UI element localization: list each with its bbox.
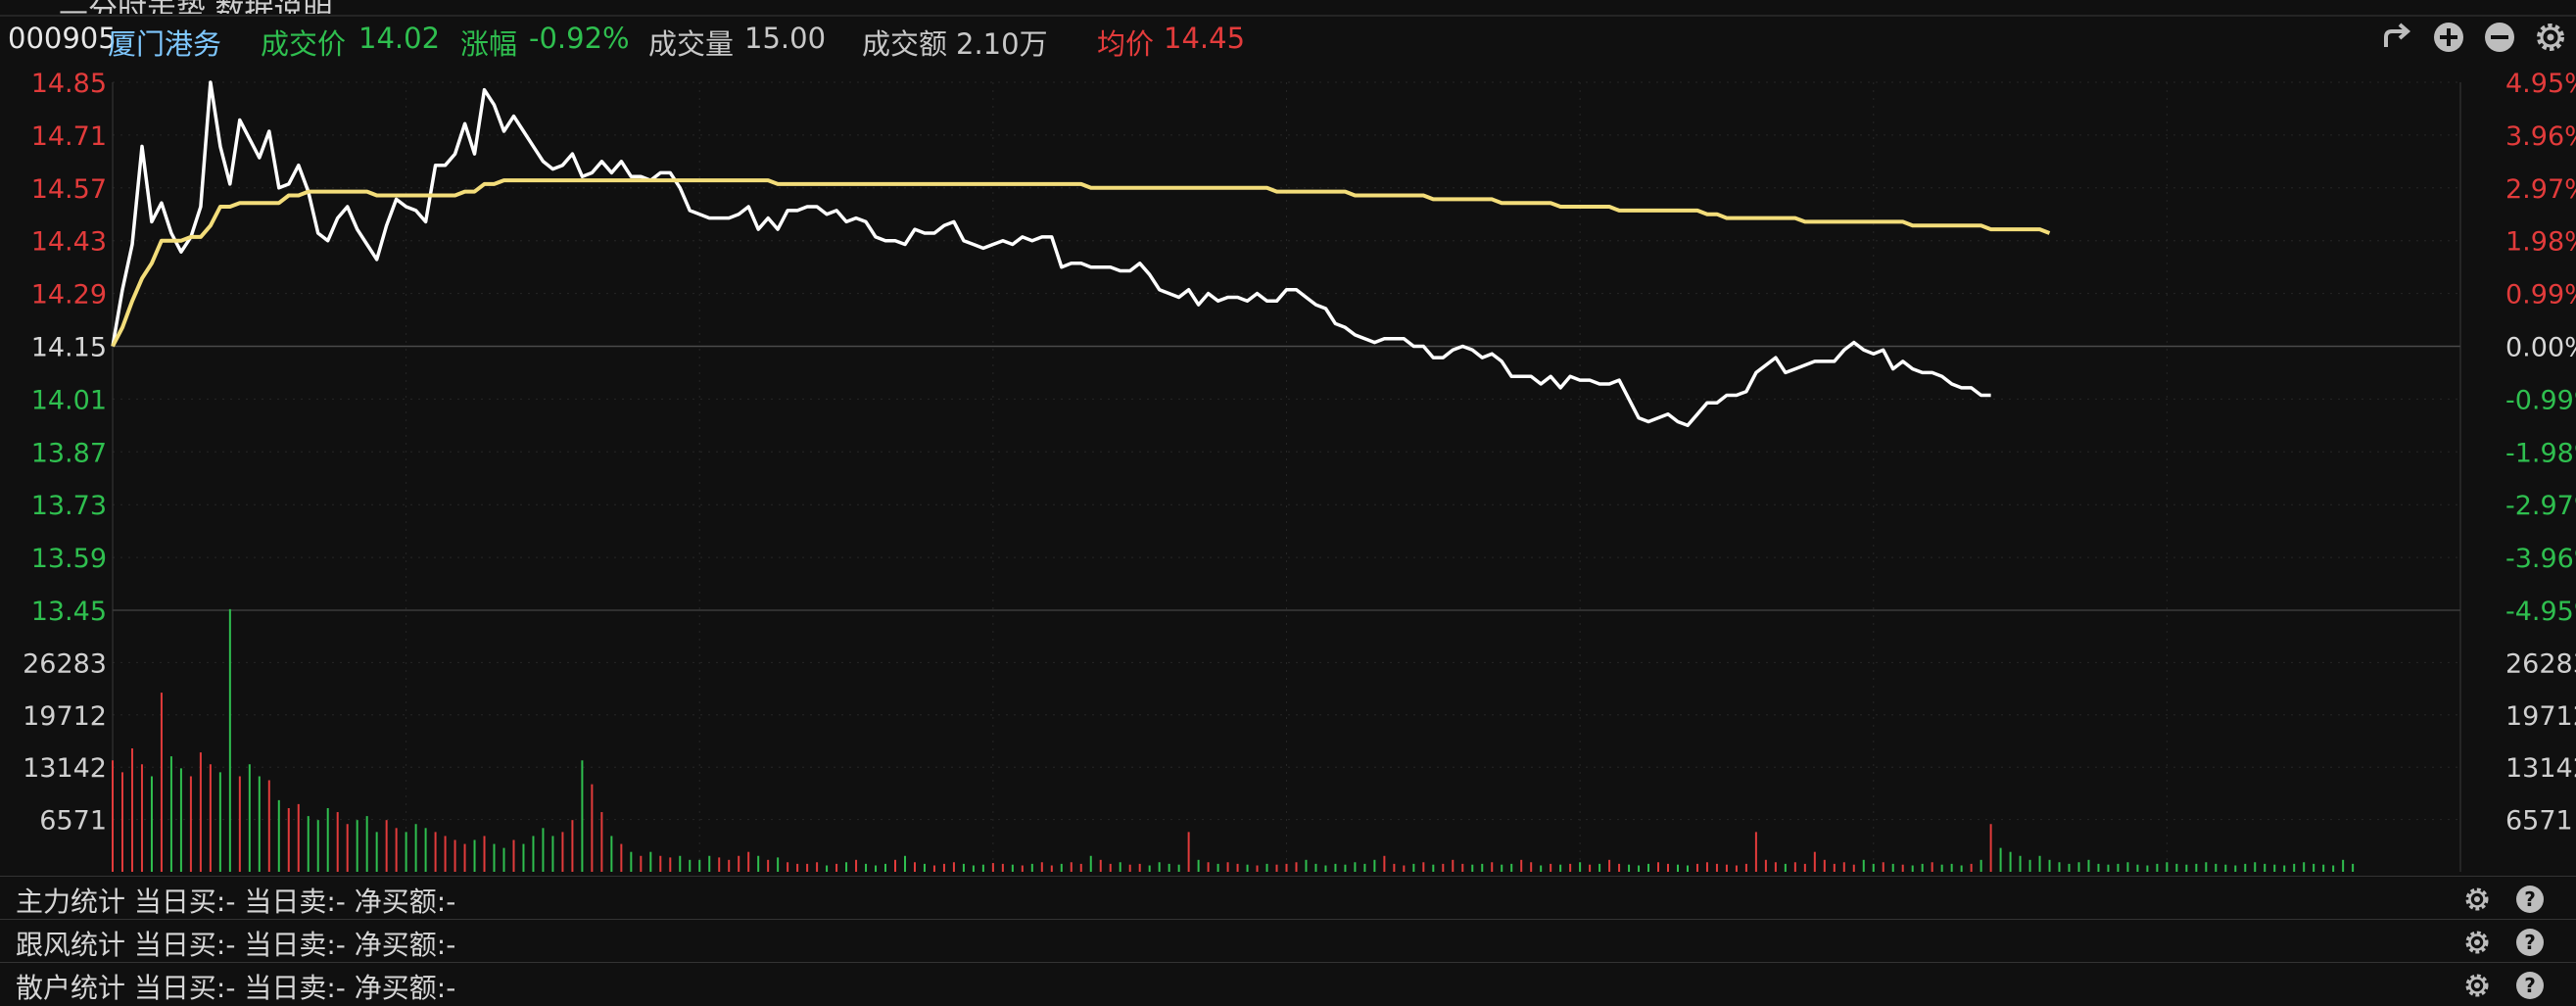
- volume-bars: [112, 608, 2355, 872]
- stats-row: 主力统计 当日买:- 当日卖:- 净买额:-?: [0, 876, 2576, 918]
- percent-tick-label: -1.98%: [2505, 438, 2576, 468]
- average-price-line: [111, 178, 2051, 348]
- change-value: -0.92%: [529, 22, 630, 55]
- percent-tick-label: -0.99%: [2505, 385, 2576, 415]
- price-tick-label: 14.71: [31, 121, 107, 152]
- stats-row-label: 主力统计 当日买:- 当日卖:- 净买额:-: [16, 886, 456, 918]
- stats-row-label: 跟风统计 当日买:- 当日卖:- 净买额:-: [16, 929, 456, 961]
- price-label: 成交价: [261, 27, 347, 61]
- price-value: 14.02: [358, 22, 441, 55]
- svg-text:?: ?: [2524, 887, 2536, 911]
- amount-label: 成交额: [862, 27, 948, 61]
- percent-tick-label: 0.99%: [2505, 280, 2576, 311]
- settings-icon[interactable]: [2460, 926, 2494, 959]
- percent-tick-label: -4.95%: [2505, 597, 2576, 627]
- help-icon[interactable]: ?: [2513, 969, 2547, 1002]
- svg-text:?: ?: [2524, 931, 2536, 954]
- settings-icon[interactable]: [2460, 883, 2494, 916]
- price-tick-label: 14.01: [31, 385, 107, 415]
- volume-tick-label: 19712: [2505, 701, 2576, 732]
- price-tick-label: 13.45: [31, 597, 107, 627]
- volume-tick-label: 26283: [23, 648, 107, 679]
- price-tick-label: 13.87: [31, 438, 107, 468]
- price-line: [111, 80, 1991, 428]
- volume-tick-label: 13142: [2505, 753, 2576, 784]
- price-tick-label: 14.57: [31, 174, 107, 205]
- percent-tick-label: -3.96%: [2505, 544, 2576, 574]
- percent-tick-label: 0.00%: [2505, 333, 2576, 363]
- volume-tick-label: 26283: [2505, 648, 2576, 679]
- price-lines: [111, 80, 2051, 428]
- help-icon[interactable]: ?: [2513, 926, 2547, 959]
- volume-tick-label: 13142: [23, 753, 107, 784]
- svg-text:?: ?: [2524, 974, 2536, 997]
- change-label: 涨幅: [460, 27, 518, 61]
- help-icon[interactable]: ?: [2513, 883, 2547, 916]
- quote-info-bar: 000905 厦门港务 成交价 14.02 涨幅 -0.92% 成交量 15.0…: [0, 16, 2576, 65]
- amount-value: 2.10万: [956, 27, 1048, 61]
- price-tick-label: 14.15: [31, 333, 107, 363]
- settings-icon[interactable]: [2460, 969, 2494, 1002]
- avg-price-label: 均价: [1097, 27, 1155, 61]
- cut-off-header: —分时走势 数据说明: [0, 0, 2576, 14]
- volume-tick-label: 6571: [39, 806, 107, 837]
- volume-axis: 26283 26283 19712 19712 13142 13142 6571 6571: [23, 648, 2576, 836]
- volume-tick-label: 6571: [2505, 806, 2573, 837]
- percent-tick-label: 3.96%: [2505, 121, 2576, 152]
- percent-tick-label: 4.95%: [2505, 69, 2576, 99]
- price-tick-label: 14.43: [31, 227, 107, 258]
- price-axis-left: 14.85 14.71 14.57 14.43 14.29 14.15 14.01 13.87…: [31, 69, 107, 627]
- cut-off-header-text: —分时走势 数据说明: [59, 0, 333, 14]
- price-tick-label: 14.85: [31, 69, 107, 99]
- stats-row-label: 散户统计 当日买:- 当日卖:- 净买额:-: [16, 972, 456, 1004]
- stats-row: 跟风统计 当日买:- 当日卖:- 净买额:-?: [0, 919, 2576, 961]
- zoom-out-icon[interactable]: [2480, 18, 2519, 57]
- price-tick-label: 13.59: [31, 544, 107, 574]
- avg-price-value: 14.45: [1164, 22, 1246, 55]
- chart-grid: [0, 15, 2576, 872]
- zoom-in-icon[interactable]: [2429, 18, 2468, 57]
- percent-axis-right: 4.95% 3.96% 2.97% 1.98% 0.99% 0.00% -0.99% -1.9…: [2505, 69, 2576, 627]
- percent-tick-label: 1.98%: [2505, 227, 2576, 258]
- stock-name[interactable]: 厦门港务: [108, 27, 222, 61]
- intraday-chart[interactable]: 14.85 14.71 14.57 14.43 14.29 14.15 14.01 13.87…: [0, 0, 2576, 877]
- price-tick-label: 13.73: [31, 491, 107, 521]
- percent-tick-label: -2.97%: [2505, 491, 2576, 521]
- volume-tick-label: 19712: [23, 701, 107, 732]
- stats-row: 散户统计 当日买:- 当日卖:- 净买额:-?: [0, 962, 2576, 1004]
- stock-code: 000905: [8, 22, 117, 55]
- volume-label: 成交量: [648, 27, 735, 61]
- price-tick-label: 14.29: [31, 280, 107, 311]
- volume-value: 15.00: [744, 22, 827, 55]
- percent-tick-label: 2.97%: [2505, 174, 2576, 205]
- share-icon[interactable]: [2378, 18, 2417, 57]
- settings-icon[interactable]: [2531, 18, 2570, 57]
